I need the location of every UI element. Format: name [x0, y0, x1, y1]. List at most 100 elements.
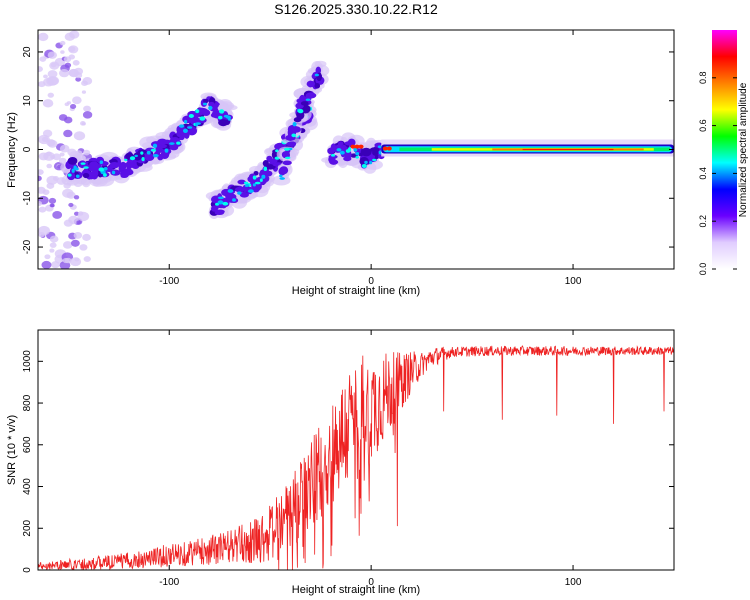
spectral-peak: [218, 109, 225, 114]
spectral-peak: [227, 189, 234, 193]
spectral-peak: [254, 181, 261, 185]
spectral-blob: [73, 131, 86, 141]
spectral-blob: [49, 203, 55, 208]
colorbar-tick-label: 0.8: [698, 72, 708, 85]
spectral-peak: [279, 174, 283, 178]
spectral-blob: [52, 153, 61, 161]
spectral-blob: [47, 51, 58, 59]
spectral-blob: [58, 68, 70, 78]
spectral-peak: [169, 142, 175, 145]
spectral-peak: [182, 128, 188, 133]
spectral-peak: [152, 153, 159, 158]
spectral-blob: [72, 60, 80, 66]
spectral-core: [203, 98, 209, 104]
x-tick-label: -100: [159, 276, 179, 287]
spectral-blob: [46, 163, 53, 169]
spectral-peak: [75, 174, 80, 179]
y-tick-label: 20: [22, 46, 33, 58]
spectral-peak: [146, 150, 151, 155]
spectral-blob: [38, 175, 42, 182]
spectral-blob: [64, 102, 70, 107]
spectral-core: [256, 182, 262, 191]
spectral-core: [279, 166, 289, 175]
spectral-blob: [59, 152, 65, 157]
spectral-blob: [83, 105, 91, 112]
spectral-blob: [63, 129, 73, 138]
spectral-blob: [62, 241, 73, 249]
spectral-halo: [272, 175, 291, 186]
spectral-peak: [83, 166, 89, 169]
spectral-peak: [372, 158, 377, 162]
spectral-peak: [364, 160, 368, 164]
spectral-blob: [64, 32, 75, 41]
spectral-peak: [98, 167, 105, 172]
spectral-core: [211, 205, 219, 211]
spectral-blob: [38, 169, 44, 175]
spectral-peak: [232, 198, 236, 202]
spectral-blob: [47, 70, 58, 78]
spectral-peak: [99, 160, 104, 165]
spectral-peak: [263, 166, 268, 172]
spectral-blob: [46, 182, 55, 189]
spectral-blob: [44, 254, 51, 260]
spectral-blob: [73, 195, 80, 200]
spectral-peak: [73, 165, 77, 170]
spectral-peak: [218, 115, 223, 120]
spectral-blob: [49, 242, 57, 248]
spectral-peak: [199, 116, 206, 121]
spectral-peak: [223, 114, 229, 118]
spectral-peak: [129, 156, 136, 161]
spectral-peak: [215, 202, 219, 206]
spectral-core: [286, 141, 295, 147]
spectral-blob: [42, 99, 54, 108]
spectral-blob: [59, 144, 70, 153]
spectral-blob: [48, 197, 57, 204]
spectral-core: [202, 109, 211, 117]
spectral-peak: [164, 148, 169, 153]
band-red: [522, 148, 614, 151]
spectral-blob: [47, 76, 60, 86]
spectral-core: [210, 112, 218, 118]
spectral-peak: [178, 124, 185, 128]
spectral-blob: [75, 77, 82, 82]
spectral-peak: [103, 167, 108, 171]
spectral-core: [82, 172, 90, 179]
spectral-core: [122, 169, 134, 176]
spectral-peak: [361, 163, 367, 168]
spectral-peak: [176, 141, 181, 145]
spectral-peak: [355, 155, 359, 159]
spectral-blob: [38, 66, 43, 73]
spectral-peak: [227, 118, 231, 121]
spectral-core: [237, 179, 246, 185]
spectral-peak: [217, 196, 224, 200]
y-tick-label: 200: [22, 519, 33, 536]
spectral-blob: [83, 256, 91, 262]
spectral-peak: [152, 143, 158, 148]
spectral-peak: [297, 108, 304, 114]
colorbar-label: Normalized spectral amplitude: [738, 82, 749, 217]
spectral-core: [327, 147, 335, 155]
x-tick-label: -100: [159, 577, 179, 588]
spectral-peak: [187, 126, 193, 129]
spectral-peak: [217, 200, 224, 205]
band-hotspot: [350, 144, 356, 149]
spectral-peak: [252, 175, 257, 180]
spectral-peak: [134, 154, 138, 158]
spectral-core: [262, 159, 269, 167]
spectral-peak: [305, 98, 311, 102]
spectral-peak: [183, 119, 188, 124]
spectral-blob: [38, 186, 46, 194]
snr-y-axis-label: SNR (10 * v/v): [6, 415, 18, 485]
spectral-core: [214, 210, 225, 216]
spectral-core: [212, 104, 218, 110]
spectral-blob: [52, 211, 63, 219]
spectral-blob: [38, 81, 46, 88]
spectral-blob: [70, 239, 80, 247]
x-tick-label: 0: [368, 276, 374, 287]
spectral-peak: [377, 145, 383, 149]
spectral-core: [89, 161, 99, 170]
y-tick-label: 800: [22, 394, 33, 411]
